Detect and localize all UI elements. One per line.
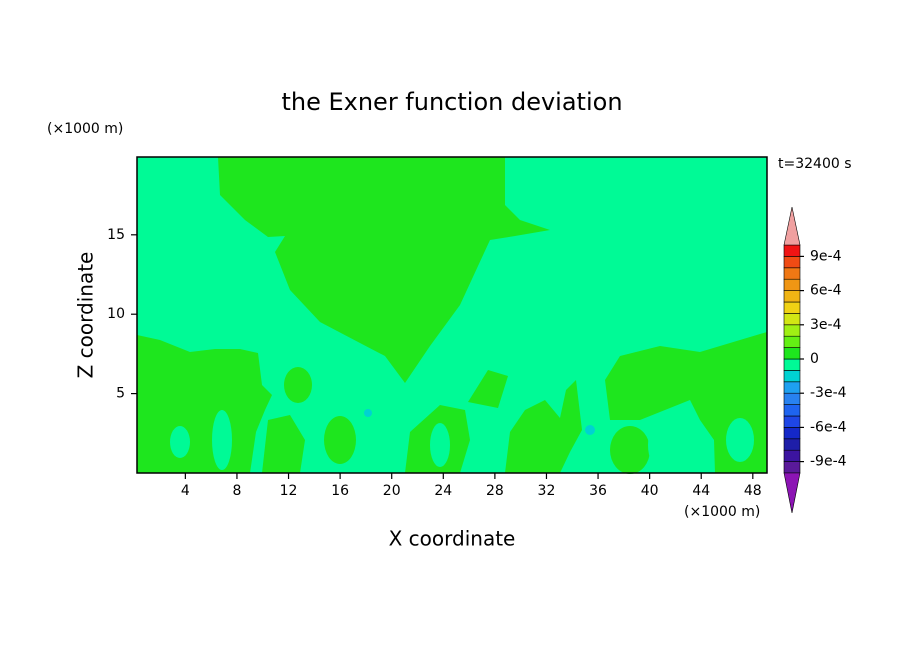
x-tick-label: 28: [486, 483, 504, 499]
x-tick-label: 48: [744, 483, 762, 499]
colorbar-box: [783, 267, 801, 280]
colorbar-tick-label: -9e-4: [810, 454, 847, 470]
y-tick-label: 5: [116, 386, 125, 402]
colorbar-box: [783, 290, 801, 303]
x-tick-label: 32: [538, 483, 556, 499]
field-region: [364, 409, 372, 417]
colorbar-tick-label: 3e-4: [810, 317, 842, 333]
colorbar-tick-label: 0: [810, 351, 819, 367]
field-region: [648, 421, 672, 469]
field-region: [284, 367, 312, 403]
field-region: [430, 423, 450, 467]
time-label: t=32400 s: [778, 156, 852, 172]
field-region: [468, 370, 508, 408]
colorbar-box: [783, 461, 801, 474]
x-tick-label: 12: [280, 483, 298, 499]
colorbar-box: [783, 438, 801, 451]
colorbar-box: [783, 449, 801, 462]
x-unit: (×1000 m): [684, 504, 760, 520]
colorbar-box: [783, 347, 801, 360]
field-region: [212, 410, 232, 470]
colorbar-box: [783, 370, 801, 383]
chart-title: the Exner function deviation: [281, 88, 622, 116]
x-tick-label: 8: [232, 483, 241, 499]
x-tick-label: 16: [331, 483, 349, 499]
y-unit: (×1000 m): [47, 121, 123, 137]
x-tick-label: 24: [434, 483, 452, 499]
colorbar-box: [783, 415, 801, 428]
field-region: [610, 426, 650, 474]
field-region: [137, 335, 272, 473]
field-region: [505, 380, 582, 473]
colorbar-box: [783, 244, 801, 257]
colorbar-tick-label: 9e-4: [810, 248, 842, 264]
x-tick-label: 44: [692, 483, 710, 499]
field-region: [585, 425, 595, 435]
colorbar-over: [783, 206, 801, 246]
colorbar-box: [783, 404, 801, 417]
colorbar-box: [783, 313, 801, 326]
field-region: [726, 418, 754, 462]
colorbar-box: [783, 381, 801, 394]
colorbar-box: [783, 358, 801, 371]
colorbar-tick-label: -6e-4: [810, 419, 847, 435]
plot-frame: [136, 156, 768, 474]
colorbar-under: [783, 472, 801, 514]
colorbar-box: [783, 427, 801, 440]
field-region: [218, 157, 550, 383]
x-tick-label: 36: [589, 483, 607, 499]
colorbar-box: [783, 335, 801, 348]
colorbar-box: [783, 278, 801, 291]
x-tick-label: 40: [641, 483, 659, 499]
x-tick-label: 20: [383, 483, 401, 499]
x-tick-label: 4: [181, 483, 190, 499]
y-axis-label: Z coordinate: [74, 252, 98, 379]
field-region: [262, 415, 305, 473]
field-region: [170, 426, 190, 458]
colorbar-tick-label: -3e-4: [810, 385, 847, 401]
y-tick-label: 10: [107, 306, 125, 322]
colorbar-box: [783, 301, 801, 314]
colorbar-tick-label: 6e-4: [810, 283, 842, 299]
field-region: [324, 416, 356, 464]
contour-field: [137, 157, 767, 474]
x-axis-label: X coordinate: [389, 527, 516, 551]
colorbar-box: [783, 256, 801, 269]
colorbar-box: [783, 324, 801, 337]
colorbar-box: [783, 392, 801, 405]
y-tick-label: 15: [107, 227, 125, 243]
